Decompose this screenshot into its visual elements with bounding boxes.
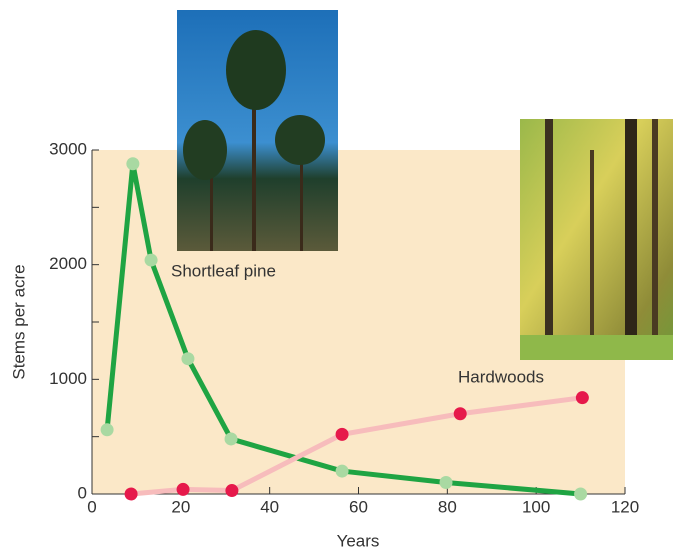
x-tick-label: 120 [611,497,639,516]
x-axis-label: Years [337,531,380,550]
point [575,391,589,405]
x-tick-label: 80 [438,497,457,516]
point [453,407,467,421]
y-tick-label: 2000 [49,254,87,273]
series-line [130,395,583,497]
plot: 0 1000 2000 3000 0 20 40 60 80 100 120 [49,139,639,516]
y-tick-label: 0 [78,483,87,502]
point [225,484,239,498]
y-tick-label: 1000 [49,369,87,388]
y-tick-label: 3000 [49,139,87,158]
x-tick-label: 60 [349,497,368,516]
pine-photo [177,10,338,251]
annotation: Hardwoods [458,367,544,386]
x-tick-label: 0 [87,497,96,516]
point [144,253,158,267]
point [181,352,195,366]
x-tick-label: 100 [522,497,550,516]
point [335,464,349,478]
point [176,482,190,496]
annotation: Shortleaf pine [171,261,276,280]
point [439,476,453,490]
point [224,432,238,446]
point [100,423,114,437]
series-line [104,161,581,497]
point [574,487,588,501]
point [335,427,349,441]
y-axis-label: Stems per acre [9,264,28,379]
point [124,487,138,501]
point [126,157,140,171]
x-tick-label: 20 [171,497,190,516]
x-tick-label: 40 [260,497,279,516]
hardwood-photo [520,119,673,360]
